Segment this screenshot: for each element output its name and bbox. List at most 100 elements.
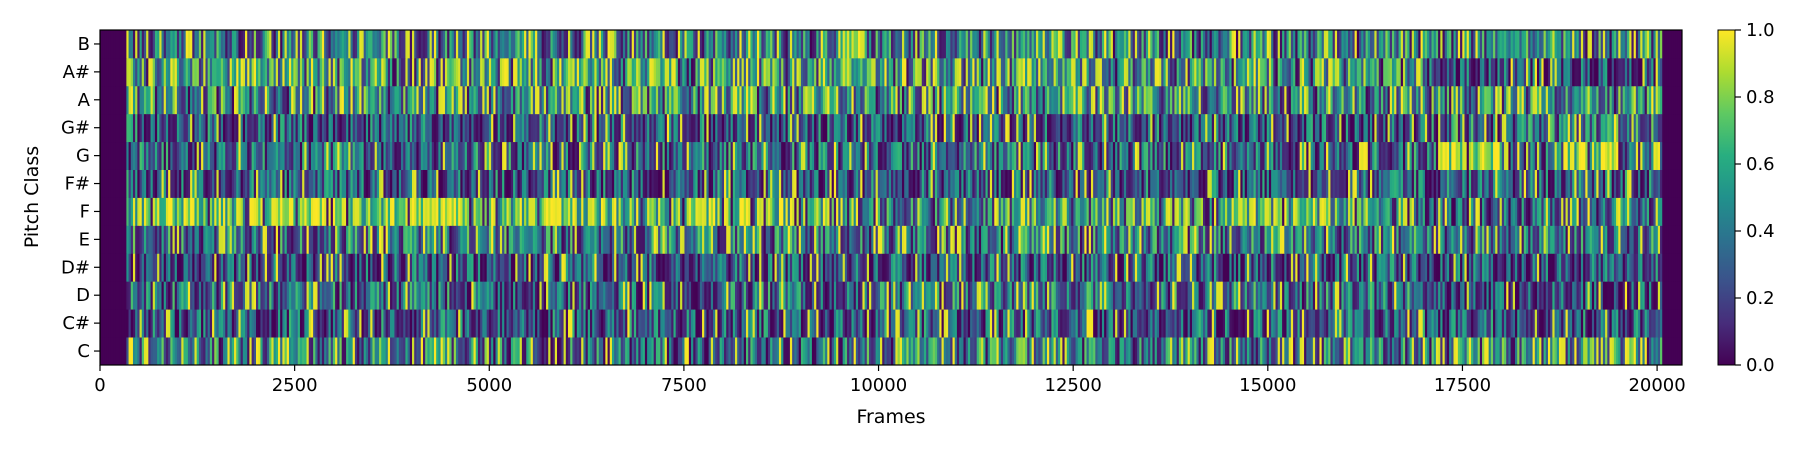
heatmap-cell [899, 337, 903, 366]
heatmap-cell [1066, 225, 1070, 254]
heatmap-cell [578, 169, 582, 198]
heatmap-cell [765, 337, 769, 366]
heatmap-cell [581, 253, 584, 282]
heatmap-cell [1126, 253, 1129, 282]
heatmap-cell [607, 225, 611, 254]
heatmap-cell [655, 281, 659, 310]
heatmap-cell [1512, 337, 1516, 366]
heatmap-cell [1442, 309, 1446, 338]
heatmap-cell [961, 253, 964, 282]
heatmap-cell [930, 309, 934, 338]
heatmap-cell [1442, 281, 1446, 310]
heatmap-cell [1554, 309, 1558, 338]
heatmap-cell [110, 337, 114, 366]
heatmap-cell [908, 225, 912, 254]
heatmap-cell [873, 309, 877, 338]
heatmap-cell [1178, 253, 1182, 282]
heatmap-cell [596, 281, 600, 310]
heatmap-cell [546, 169, 549, 198]
heatmap-cell [339, 337, 343, 366]
heatmap-cell [108, 197, 112, 226]
heatmap-cell [1519, 253, 1523, 282]
heatmap-cell [299, 337, 303, 366]
heatmap-cell [141, 281, 145, 310]
heatmap-cell [1293, 281, 1296, 310]
heatmap-cell [273, 309, 277, 338]
heatmap-cell [1435, 281, 1439, 310]
heatmap-cell [673, 225, 677, 254]
heatmap-cell [231, 169, 235, 198]
heatmap-cell [719, 169, 723, 198]
heatmap-cell [866, 197, 870, 226]
heatmap-cell [313, 337, 316, 366]
heatmap-cell [1172, 281, 1175, 310]
heatmap-cell [1348, 169, 1351, 198]
heatmap-cell [770, 309, 773, 338]
heatmap-cell [614, 337, 617, 366]
heatmap-cell [1646, 281, 1650, 310]
heatmap-cell [229, 253, 233, 282]
heatmap-cell [880, 281, 883, 310]
heatmap-cell [396, 225, 400, 254]
heatmap-cell [1290, 337, 1294, 366]
heatmap-cell [161, 197, 165, 226]
heatmap-cell [392, 253, 395, 282]
heatmap-cell [130, 253, 134, 282]
heatmap-cell [735, 253, 738, 282]
heatmap-cell [873, 281, 877, 310]
heatmap-cell [1453, 225, 1457, 254]
heatmap-cell [994, 309, 997, 338]
heatmap-cell [600, 253, 604, 282]
heatmap-cell [732, 225, 736, 254]
heatmap-cell [1556, 309, 1560, 338]
heatmap-cell [1203, 309, 1206, 338]
heatmap-cell [277, 281, 281, 310]
heatmap-cell [636, 309, 639, 338]
heatmap-cell [583, 337, 586, 366]
heatmap-cell [486, 309, 490, 338]
heatmap-cell [1055, 337, 1059, 366]
heatmap-cell [836, 309, 839, 338]
heatmap-cell [1255, 309, 1259, 338]
heatmap-cell [196, 197, 200, 226]
heatmap-cell [1613, 253, 1617, 282]
heatmap-cell [271, 309, 274, 338]
heatmap-cell [1635, 281, 1639, 310]
heatmap-cell [965, 169, 969, 198]
heatmap-cell [952, 197, 956, 226]
heatmap-cell [1455, 253, 1459, 282]
heatmap-cell [1501, 337, 1505, 366]
heatmap-cell [1332, 337, 1336, 366]
heatmap-cell [444, 225, 448, 254]
heatmap-cell [1271, 281, 1274, 310]
heatmap-cell [1244, 337, 1248, 366]
heatmap-cell [264, 197, 268, 226]
heatmap-cell [1036, 169, 1039, 198]
heatmap-cell [387, 309, 391, 338]
heatmap-cell [767, 309, 771, 338]
heatmap-cell [405, 225, 409, 254]
heatmap-cell [262, 281, 266, 310]
heatmap-cell [715, 225, 718, 254]
heatmap-cell [295, 225, 299, 254]
heatmap-cell [1438, 197, 1441, 226]
heatmap-cell [783, 197, 786, 226]
heatmap-cell [1266, 281, 1270, 310]
heatmap-cell [1003, 169, 1006, 198]
heatmap-cell [238, 253, 242, 282]
heatmap-cell [713, 309, 716, 338]
heatmap-cell [1416, 169, 1419, 198]
heatmap-cell [1512, 169, 1516, 198]
heatmap-cell [660, 281, 663, 310]
heatmap-cell [348, 337, 351, 366]
heatmap-cell [409, 253, 413, 282]
heatmap-cell [1321, 169, 1325, 198]
heatmap-cell [820, 281, 824, 310]
heatmap-cell [1264, 281, 1268, 310]
heatmap-cell [926, 281, 929, 310]
heatmap-cell [1651, 337, 1654, 366]
heatmap-cell [227, 281, 231, 310]
heatmap-cell [629, 337, 633, 366]
heatmap-cell [1150, 309, 1153, 338]
heatmap-cell [1154, 281, 1158, 310]
